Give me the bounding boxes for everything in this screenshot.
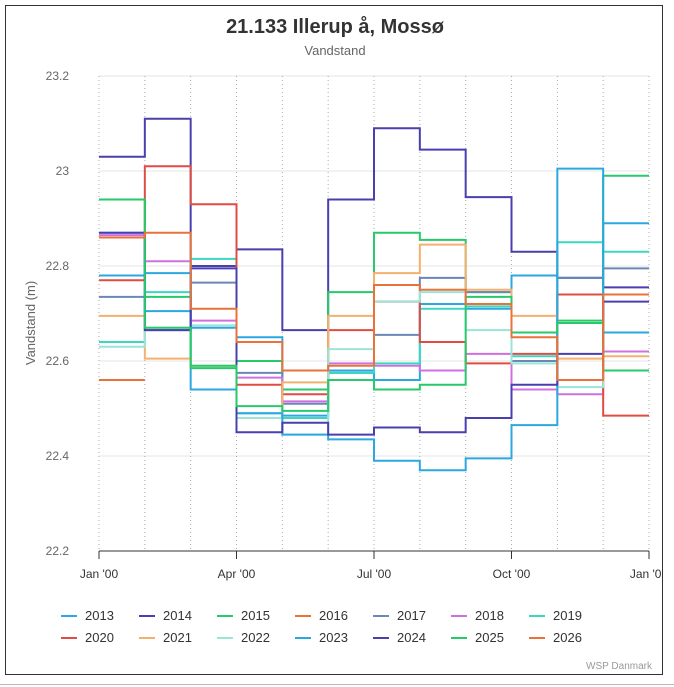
- legend-item-2017[interactable]: 2017: [373, 608, 426, 623]
- legend-label: 2023: [319, 630, 348, 645]
- y-axis-label: Vandstand (m): [23, 281, 38, 365]
- axes: 22.2 22.4 22.6 22.8 23 23.2 Jan '00 Apr '00 Jul …: [46, 69, 669, 581]
- legend-label: 2020: [85, 630, 114, 645]
- x-tick-label: Oct '00: [493, 567, 531, 581]
- series-2026[interactable]: [99, 231, 649, 381]
- legend: 2013 2014 2015 2016 2017 2018 2019 2020 2021 2022…: [61, 608, 582, 645]
- chart: 21.133 Illerup å, Mossø Vandstand Vandst…: [23, 15, 669, 672]
- y-tick-label: 22.6: [46, 354, 70, 368]
- chart-subtitle: Vandstand: [304, 43, 365, 58]
- legend-item-2013[interactable]: 2013: [61, 608, 114, 623]
- legend-item-2022[interactable]: 2022: [217, 630, 270, 645]
- legend-item-2023[interactable]: 2023: [295, 630, 348, 645]
- legend-item-2014[interactable]: 2014: [139, 608, 192, 623]
- legend-item-2021[interactable]: 2021: [139, 630, 192, 645]
- legend-item-2025[interactable]: 2025: [451, 630, 504, 645]
- legend-item-2019[interactable]: 2019: [529, 608, 582, 623]
- legend-label: 2024: [397, 630, 426, 645]
- legend-item-2016[interactable]: 2016: [295, 608, 348, 623]
- legend-label: 2016: [319, 608, 348, 623]
- legend-label: 2015: [241, 608, 270, 623]
- x-tick-label: Apr '00: [218, 567, 256, 581]
- legend-label: 2018: [475, 608, 504, 623]
- chart-frame: 21.133 Illerup å, Mossø Vandstand Vandst…: [5, 5, 669, 675]
- page-divider: [0, 684, 674, 685]
- legend-item-2015[interactable]: 2015: [217, 608, 270, 623]
- legend-label: 2022: [241, 630, 270, 645]
- legend-label: 2025: [475, 630, 504, 645]
- legend-label: 2013: [85, 608, 114, 623]
- x-tick-label: Jan '00: [80, 567, 119, 581]
- x-tick-label: Jan '01: [630, 567, 662, 581]
- series-line-2026[interactable]: [99, 231, 649, 381]
- y-tick-label: 22.4: [46, 449, 70, 463]
- legend-label: 2017: [397, 608, 426, 623]
- legend-label: 2026: [553, 630, 582, 645]
- y-tick-label: 22.8: [46, 259, 70, 273]
- series-2025[interactable]: [99, 198, 649, 412]
- legend-item-2018[interactable]: 2018: [451, 608, 504, 623]
- legend-label: 2019: [553, 608, 582, 623]
- series-group: [99, 117, 649, 472]
- legend-label: 2014: [163, 608, 192, 623]
- y-tick-label: 22.2: [46, 544, 70, 558]
- y-tick-label: 23.2: [46, 69, 70, 83]
- legend-item-2024[interactable]: 2024: [373, 630, 426, 645]
- legend-label: 2021: [163, 630, 192, 645]
- legend-item-2020[interactable]: 2020: [61, 630, 114, 645]
- legend-item-2026[interactable]: 2026: [529, 630, 582, 645]
- y-tick-label: 23: [56, 164, 70, 178]
- series-line-2025[interactable]: [99, 198, 649, 412]
- credits[interactable]: WSP Danmark: [586, 661, 653, 672]
- x-tick-label: Jul '00: [357, 567, 392, 581]
- chart-title: 21.133 Illerup å, Mossø: [226, 15, 445, 38]
